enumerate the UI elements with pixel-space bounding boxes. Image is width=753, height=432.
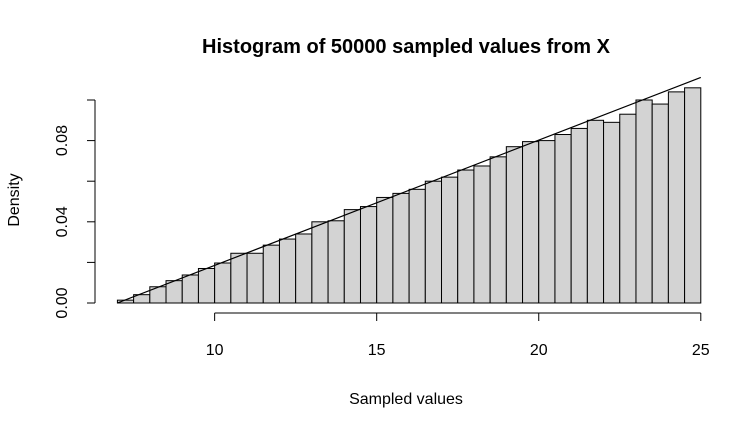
histogram-bar — [359, 206, 378, 304]
x-axis-ticks: 10 15 20 25 — [206, 313, 710, 359]
y-tick-label: 0.00 — [54, 287, 71, 318]
histogram-bar — [376, 196, 394, 304]
histogram-bar — [457, 169, 475, 304]
histogram-bar — [684, 87, 702, 304]
histogram-bar — [619, 113, 637, 304]
histogram-bar — [214, 262, 232, 304]
histogram-bar — [327, 220, 345, 304]
x-tick-label: 20 — [530, 342, 548, 359]
x-tick-label: 10 — [206, 342, 224, 359]
chart-title: Histogram of 50000 sampled values from X — [202, 36, 611, 58]
histogram-bar — [505, 146, 524, 304]
y-tick-label: 0.08 — [54, 125, 71, 156]
histogram-bar — [538, 140, 556, 304]
histogram-bar — [586, 119, 605, 304]
histogram-bar — [246, 252, 264, 304]
histogram-bar — [197, 267, 216, 304]
histogram-bar — [295, 233, 313, 304]
histogram-bar — [424, 180, 443, 304]
histogram-bar — [603, 121, 621, 304]
histogram-bar — [392, 192, 410, 304]
x-tick-label: 15 — [368, 342, 386, 359]
histogram-bar — [489, 156, 507, 304]
histogram-bar — [570, 127, 588, 304]
y-tick-label: 0.04 — [54, 206, 71, 237]
histogram-bar — [667, 91, 686, 304]
y-axis-ticks: 0.00 0.04 0.08 — [54, 99, 95, 319]
histogram-bar — [343, 209, 361, 304]
histogram-bar — [554, 134, 572, 304]
histogram-bar — [165, 280, 183, 304]
histogram-bar — [651, 103, 669, 304]
histogram-bar — [522, 141, 540, 304]
histogram-bar — [441, 176, 459, 304]
x-tick-label: 25 — [692, 342, 710, 359]
histogram-bar — [230, 252, 248, 304]
histogram-bar — [181, 274, 199, 304]
histogram-bar — [278, 238, 297, 304]
histogram-bar — [635, 99, 653, 304]
y-axis-label: Density — [6, 173, 23, 226]
x-axis-label: Sampled values — [349, 391, 463, 408]
histogram-bars — [116, 87, 702, 304]
histogram-bar — [262, 244, 280, 304]
histogram-bar — [408, 188, 426, 304]
histogram-bar — [473, 165, 491, 304]
density-line — [117, 76, 702, 304]
histogram-bar — [311, 221, 329, 304]
